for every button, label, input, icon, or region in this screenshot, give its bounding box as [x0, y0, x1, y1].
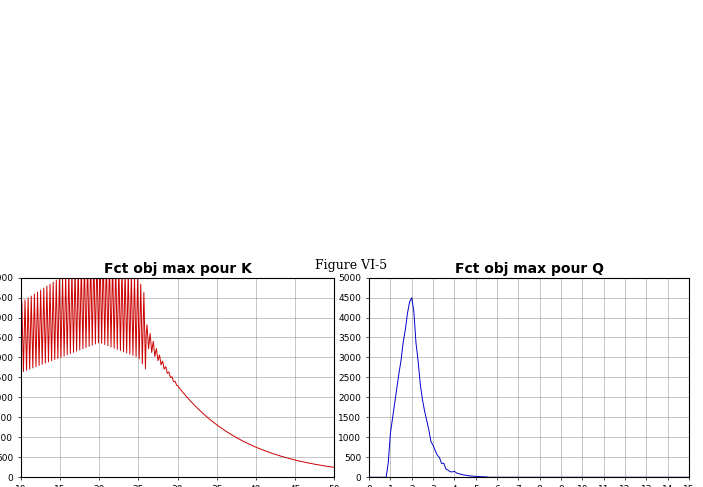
Title: Fct obj max pour Q: Fct obj max pour Q	[455, 262, 603, 277]
Title: Fct obj max pour K: Fct obj max pour K	[103, 262, 252, 277]
Text: Figure VI-5: Figure VI-5	[316, 259, 387, 272]
